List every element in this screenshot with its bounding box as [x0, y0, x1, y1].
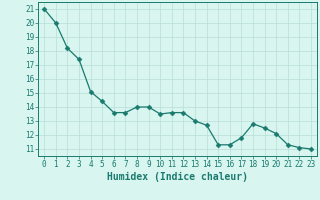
X-axis label: Humidex (Indice chaleur): Humidex (Indice chaleur)	[107, 172, 248, 182]
